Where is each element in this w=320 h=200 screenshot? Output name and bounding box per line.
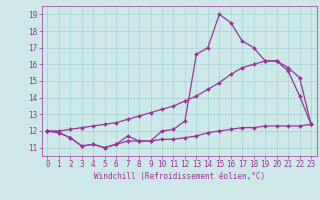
X-axis label: Windchill (Refroidissement éolien,°C): Windchill (Refroidissement éolien,°C) <box>94 172 265 181</box>
